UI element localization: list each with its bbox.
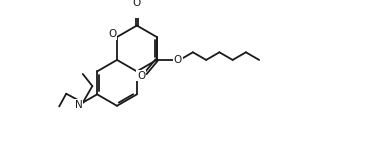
Text: O: O	[174, 55, 182, 65]
Text: O: O	[137, 71, 145, 81]
Text: N: N	[75, 100, 83, 110]
Text: O: O	[108, 29, 116, 39]
Text: O: O	[133, 0, 141, 8]
